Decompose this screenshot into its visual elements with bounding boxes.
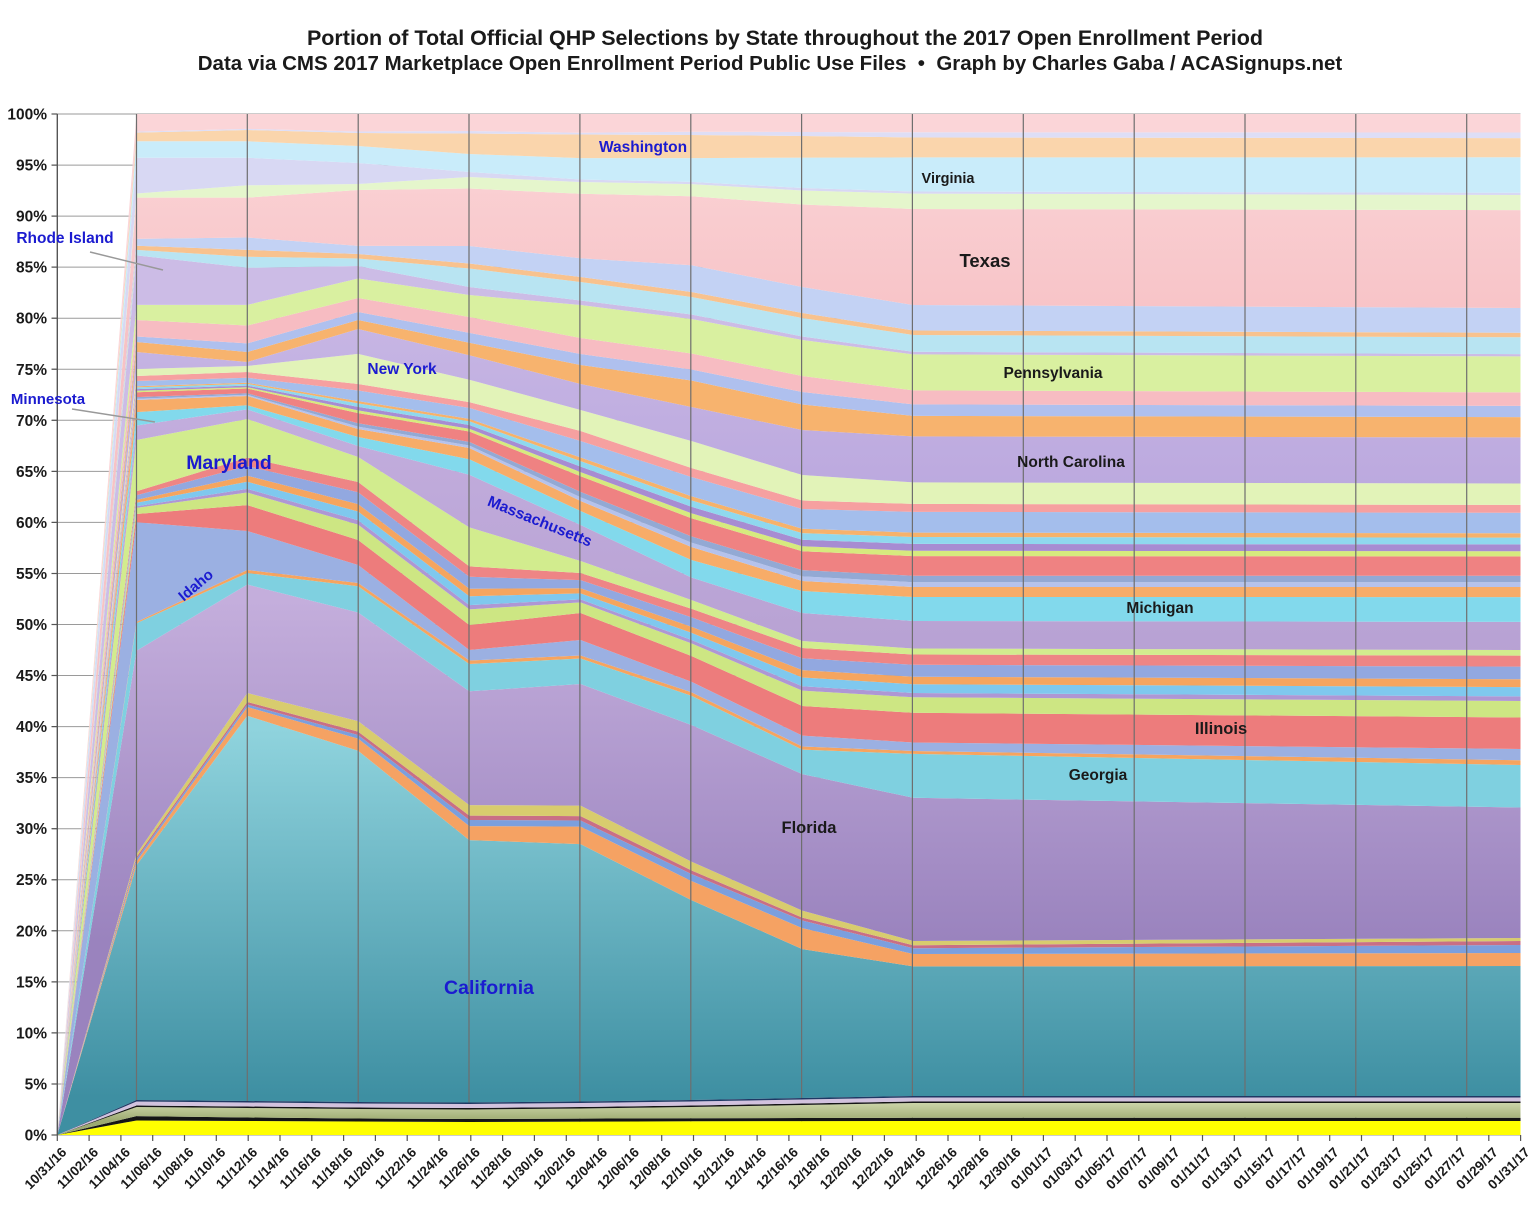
svg-text:65%: 65% [16,464,47,481]
svg-text:50%: 50% [16,617,47,634]
svg-text:75%: 75% [16,362,47,379]
svg-text:Pennsylvania: Pennsylvania [1003,365,1102,382]
svg-text:New York: New York [367,361,437,378]
svg-text:100%: 100% [7,107,47,124]
svg-text:Virginia: Virginia [922,171,976,187]
svg-text:Florida: Florida [781,819,837,837]
svg-text:35%: 35% [16,770,47,787]
svg-text:85%: 85% [16,260,47,277]
svg-text:40%: 40% [16,719,47,736]
svg-text:Michigan: Michigan [1126,600,1193,617]
svg-text:55%: 55% [16,566,47,583]
svg-text:45%: 45% [16,668,47,685]
svg-text:80%: 80% [16,311,47,328]
svg-text:25%: 25% [16,872,47,889]
svg-text:Rhode Island: Rhode Island [16,230,113,247]
svg-text:20%: 20% [16,923,47,940]
svg-text:Minnesota: Minnesota [11,391,86,408]
svg-text:95%: 95% [16,158,47,175]
svg-text:70%: 70% [16,413,47,430]
svg-text:Georgia: Georgia [1069,767,1128,784]
svg-text:Illinois: Illinois [1195,720,1247,738]
svg-text:5%: 5% [25,1077,48,1094]
svg-text:Texas: Texas [959,250,1010,271]
svg-text:0%: 0% [25,1128,48,1145]
svg-text:90%: 90% [16,209,47,226]
svg-text:10%: 10% [16,1025,47,1042]
svg-text:California: California [444,977,534,999]
svg-text:Portion of Total Official QHP: Portion of Total Official QHP Selections… [307,26,1263,50]
svg-text:Data via CMS 2017 Marketplace: Data via CMS 2017 Marketplace Open Enrol… [198,52,1343,75]
svg-text:60%: 60% [16,515,47,532]
svg-text:30%: 30% [16,821,47,838]
svg-text:Maryland: Maryland [186,452,272,474]
svg-text:North Carolina: North Carolina [1017,454,1125,471]
svg-text:Washington: Washington [599,139,687,156]
svg-text:15%: 15% [16,974,47,991]
